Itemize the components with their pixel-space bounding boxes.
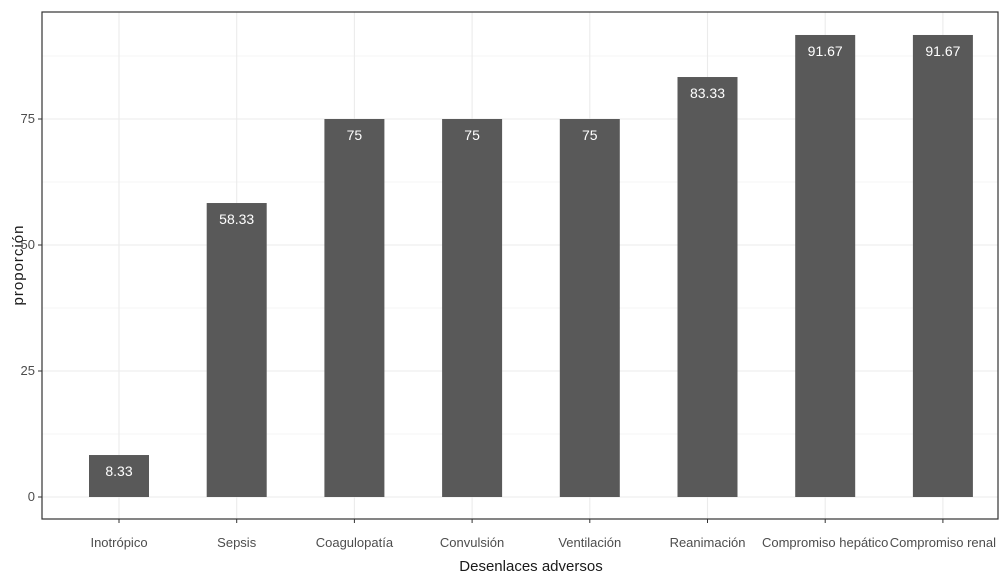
bar [912,34,973,497]
bar-value-label: 58.33 [219,211,254,227]
y-tick-label: 75 [21,111,35,126]
y-axis-title: proporción [10,225,27,306]
bar-value-label: 91.67 [925,43,960,59]
y-tick-label: 0 [28,489,35,504]
bar-value-label: 83.33 [690,85,725,101]
bars [89,34,973,498]
bar-value-label: 75 [582,127,598,143]
y-tick-label: 25 [21,363,35,378]
x-axis-title: Desenlaces adversos [459,558,602,575]
x-tick-label: Convulsión [440,535,504,550]
x-tick-label: Compromiso renal [890,535,996,550]
x-tick-label: Inotrópico [90,535,147,550]
bar [795,34,856,497]
y-axis: 0 25 50 75 [21,111,42,504]
x-tick-label: Sepsis [217,535,257,550]
bar-value-label: 8.33 [105,463,132,479]
bar-value-label: 75 [347,127,363,143]
x-axis: Inotrópico Sepsis Coagulopatía Convulsión Ve… [90,519,996,550]
x-tick-label: Reanimación [670,535,746,550]
bar [206,203,267,498]
x-tick-label: Coagulopatía [316,535,394,550]
bar-value-label: 91.67 [808,43,843,59]
bar [324,119,385,497]
y-tick-label: 50 [21,237,35,252]
x-tick-label: Ventilación [558,535,621,550]
bar-value-label: 75 [464,127,480,143]
bar [677,77,738,498]
bar [89,455,149,497]
bar [442,119,503,497]
x-tick-label: Compromiso hepático [762,535,888,550]
bar-labels: 8.33 58.33 75 75 75 83.33 91.67 91.67 [105,43,960,479]
bar [559,119,620,497]
panel-border [41,11,999,520]
